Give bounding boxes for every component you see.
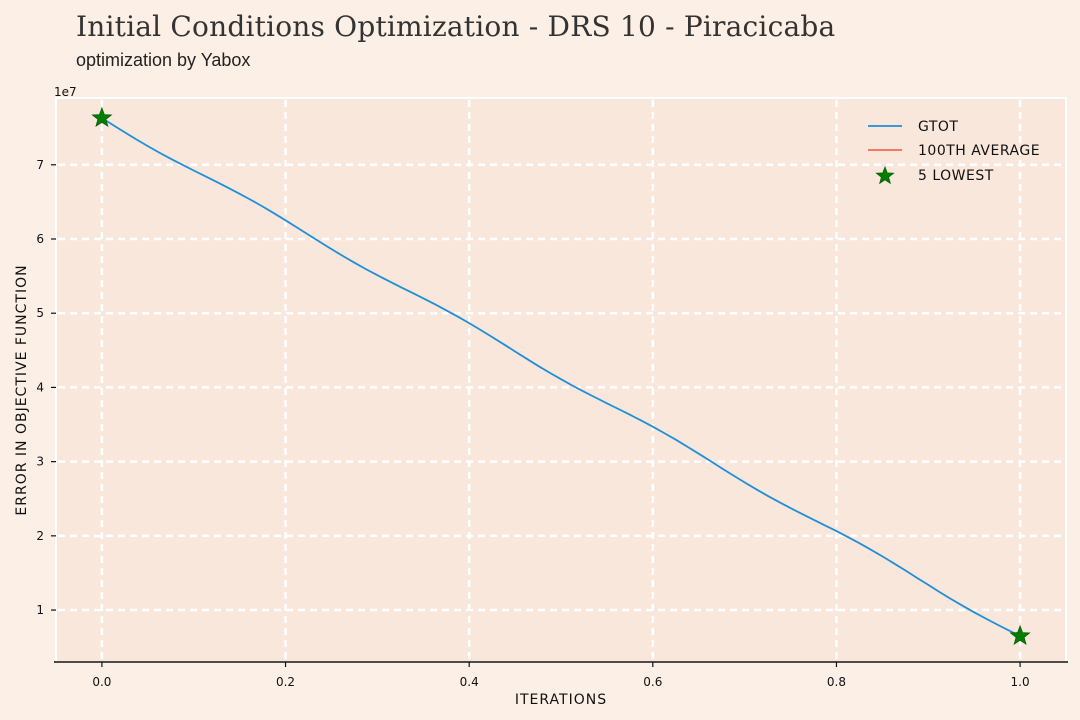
- x-tick-label: 0.4: [460, 675, 479, 689]
- y-tick-label: 5: [36, 306, 44, 320]
- chart-title: Initial Conditions Optimization - DRS 10…: [76, 10, 836, 43]
- legend-swatch-5-lowest: [875, 165, 895, 185]
- lowest-star-point: [1009, 624, 1031, 646]
- y-tick-label: 7: [36, 158, 44, 172]
- legend-label-100th-average: 100TH AVERAGE: [918, 143, 1040, 159]
- x-tick-label: 0.8: [827, 675, 846, 689]
- x-axis-label: ITERATIONS: [515, 692, 607, 708]
- legend-label-gtot: GTOT: [918, 119, 958, 135]
- y-axis-label: ERROR IN OBJECTIVE FUNCTION: [14, 264, 30, 515]
- series: [91, 106, 1031, 646]
- y-tick-label: 4: [36, 380, 44, 394]
- x-tick-label: 0.2: [276, 675, 295, 689]
- legend: GTOT 100TH AVERAGE 5 LOWEST: [868, 119, 1040, 185]
- y-tick-label: 1: [36, 603, 44, 617]
- chart-subtitle: optimization by Yabox: [76, 50, 251, 70]
- axis-ticks: 0.0 0.2 0.4 0.6 0.8 1.0 1 2 3 4 5 6 7: [36, 158, 1029, 689]
- x-tick-label: 0.6: [643, 675, 662, 689]
- y-axis-scale-label: 1e7: [54, 85, 77, 99]
- series-line-gtot: [101, 117, 1021, 637]
- grid: [58, 100, 1066, 662]
- y-tick-label: 2: [36, 529, 44, 543]
- lowest-star-point: [91, 106, 113, 128]
- x-tick-label: 1.0: [1011, 675, 1030, 689]
- x-tick-label: 0.0: [92, 675, 111, 689]
- y-tick-label: 6: [36, 232, 44, 246]
- y-tick-label: 3: [36, 455, 44, 469]
- legend-label-5-lowest: 5 LOWEST: [918, 168, 994, 184]
